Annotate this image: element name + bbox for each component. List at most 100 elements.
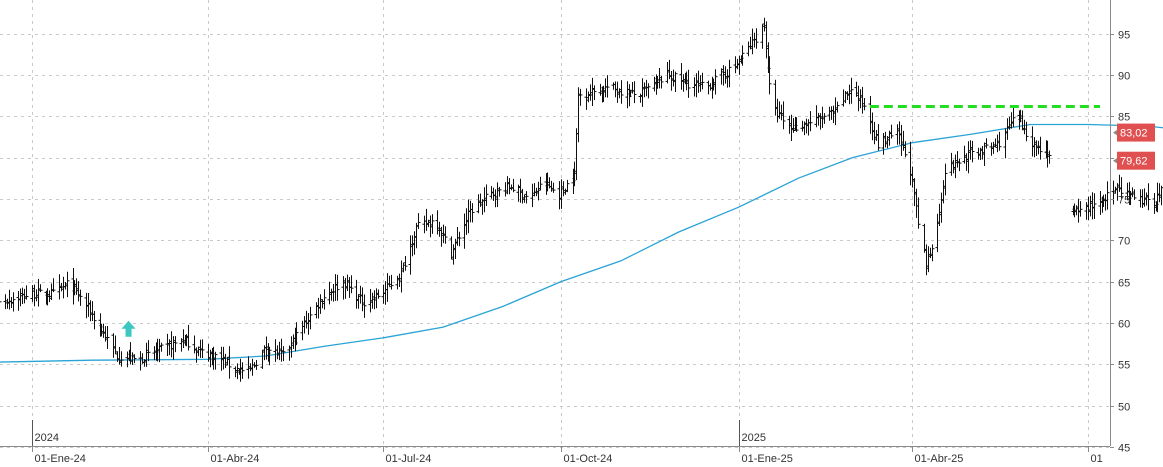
ohlc-bar bbox=[11, 292, 16, 312]
ohlc-bar bbox=[862, 98, 867, 111]
ohlc-bar bbox=[335, 274, 340, 301]
ohlc-bar bbox=[497, 186, 502, 197]
y-tick-label: 45 bbox=[1118, 443, 1130, 455]
ohlc-bar bbox=[430, 214, 435, 234]
ohlc-bar bbox=[551, 182, 556, 193]
ohlc-bar bbox=[1146, 183, 1151, 211]
ohlc-bar bbox=[78, 289, 83, 306]
ohlc-bar bbox=[254, 360, 259, 370]
y-tick-label: 60 bbox=[1118, 319, 1130, 331]
ohlc-bar bbox=[281, 346, 286, 362]
ohlc-bar bbox=[849, 77, 854, 104]
ohlc-bar bbox=[159, 342, 164, 352]
ohlc-bar bbox=[1157, 183, 1162, 203]
ohlc-bar bbox=[713, 69, 718, 95]
price-tag: 79,62 bbox=[1113, 151, 1155, 170]
ohlc-bar bbox=[1078, 201, 1083, 217]
y-tick-label: 55 bbox=[1118, 360, 1130, 372]
ohlc-bar bbox=[173, 336, 178, 353]
ohlc-bar bbox=[619, 80, 624, 104]
y-tick-label: 95 bbox=[1118, 30, 1130, 42]
ohlc-bar bbox=[294, 322, 299, 346]
ohlc-bar bbox=[822, 113, 827, 124]
price-tag-background bbox=[1117, 123, 1155, 142]
price-tag: 83,02 bbox=[1113, 123, 1155, 142]
ohlc-bar bbox=[538, 176, 543, 191]
ohlc-bar bbox=[484, 184, 489, 206]
ohlc-bar bbox=[632, 81, 637, 104]
price-labels: 83,02 79,62 bbox=[1113, 123, 1155, 170]
ohlc-bar bbox=[767, 56, 772, 95]
ohlc-bar bbox=[457, 231, 462, 247]
ohlc-bar bbox=[794, 117, 799, 132]
ohlc-bar bbox=[997, 131, 1002, 151]
y-tick-label: 85 bbox=[1118, 112, 1130, 124]
ohlc-bar bbox=[470, 203, 475, 223]
ohlc-bar bbox=[376, 289, 381, 299]
ohlc-bar bbox=[119, 351, 124, 367]
x-tick-label: 01-Ene-25 bbox=[742, 453, 793, 465]
ohlc-bar bbox=[943, 163, 948, 196]
ohlc-bar bbox=[132, 354, 137, 364]
x-tick-label: 01-Ene-24 bbox=[35, 453, 86, 465]
x-tick-label: 01 bbox=[1091, 453, 1103, 465]
y-tick-label: 65 bbox=[1118, 278, 1130, 290]
ohlc-bar bbox=[403, 256, 408, 271]
ohlc-bar bbox=[970, 140, 975, 163]
ohlc-bar bbox=[1159, 185, 1163, 206]
ohlc-bar bbox=[24, 285, 29, 300]
ohlc-bar bbox=[889, 124, 894, 139]
x-tick-label: 01-Jul-24 bbox=[386, 453, 432, 465]
ohlc-bar bbox=[565, 179, 570, 193]
x-tick-label: 01-Abr-25 bbox=[915, 453, 964, 465]
ohlc-bar bbox=[308, 306, 313, 330]
y-tick-label: 70 bbox=[1118, 236, 1130, 248]
ohlc-bar bbox=[1111, 180, 1116, 205]
y-tick-label: 90 bbox=[1118, 71, 1130, 83]
ohlc-bar bbox=[646, 83, 651, 99]
ohlc-bar bbox=[1140, 189, 1145, 208]
ohlc-bar bbox=[186, 324, 191, 351]
ohlc-bar bbox=[686, 69, 691, 98]
ohlc-bar bbox=[1117, 174, 1122, 192]
ohlc-bar bbox=[1047, 150, 1052, 164]
ohlc-bar bbox=[578, 88, 583, 106]
ohlc-bar bbox=[1113, 186, 1118, 194]
price-bars bbox=[0, 17, 1163, 382]
ohlc-bar bbox=[240, 362, 245, 379]
x-tick-label: 01-Abr-24 bbox=[211, 453, 260, 465]
plot-area bbox=[0, 0, 1110, 445]
price-tag-background bbox=[1117, 151, 1155, 170]
ohlc-bar bbox=[659, 75, 664, 89]
ohlc-bar bbox=[673, 71, 678, 92]
ohlc-bar bbox=[605, 75, 610, 98]
y-axis: 4550556065707580859095 bbox=[1110, 30, 1130, 455]
price-tag-label: 79,62 bbox=[1120, 156, 1148, 168]
ohlc-bar bbox=[227, 346, 232, 379]
ohlc-bar bbox=[524, 191, 529, 204]
ohlc-bar bbox=[416, 213, 421, 229]
year-label: 2024 bbox=[35, 432, 59, 444]
ohlc-bar bbox=[389, 274, 394, 290]
ohlc-bar bbox=[903, 141, 908, 158]
grid bbox=[0, 0, 1110, 448]
year-label: 2025 bbox=[742, 432, 766, 444]
ohlc-bar bbox=[65, 271, 70, 298]
ohlc-bar bbox=[349, 275, 354, 294]
ohlc-bar bbox=[1038, 136, 1043, 160]
ohlc-bar bbox=[1152, 193, 1157, 214]
ohlc-bar bbox=[1011, 106, 1016, 127]
ohlc-bar bbox=[740, 45, 745, 66]
ohlc-bar bbox=[235, 363, 240, 380]
ohlc-bar bbox=[700, 72, 705, 90]
ohlc-bar bbox=[443, 226, 448, 244]
ohlc-bar bbox=[105, 326, 110, 349]
ohlc-bar bbox=[92, 311, 97, 330]
ohlc-bar bbox=[592, 85, 597, 101]
ohlc-bar bbox=[754, 28, 759, 49]
ohlc-bar bbox=[362, 294, 367, 318]
buy-signal-arrow-icon bbox=[121, 320, 136, 337]
ohlc-bar bbox=[1105, 181, 1110, 210]
ohlc-bar bbox=[1138, 189, 1143, 208]
